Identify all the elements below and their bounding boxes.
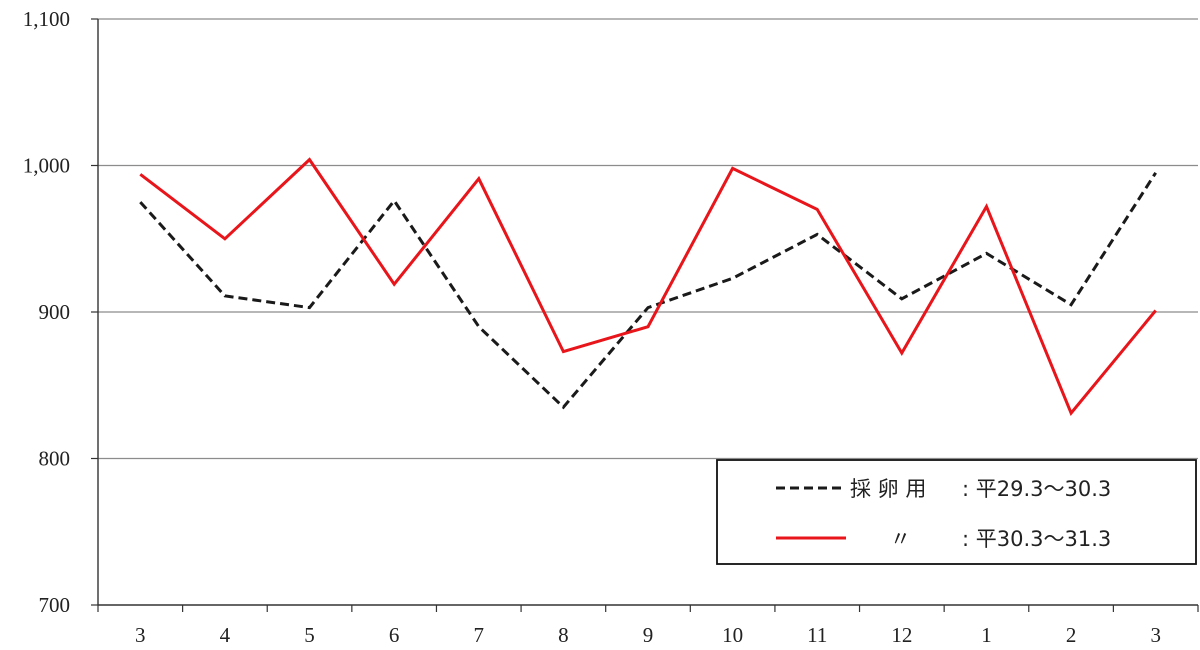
- x-tick-label: 10: [722, 623, 743, 647]
- series-line-solid: [139, 157, 1157, 416]
- y-tick-label: 900: [39, 300, 71, 324]
- series-line-dashed: [139, 171, 1157, 410]
- x-tick-label: 5: [304, 623, 315, 647]
- x-tick-label: 2: [1066, 623, 1077, 647]
- y-tick-label: 1,000: [23, 154, 70, 178]
- legend-period-series-2: : 平30.3〜31.3: [962, 527, 1111, 551]
- legend-label-ditto: 〃: [890, 527, 911, 551]
- legend-box: [716, 459, 1197, 565]
- y-tick-label: 1,100: [23, 7, 70, 31]
- y-tick-label: 800: [39, 447, 71, 471]
- legend: 採 卵 用 : 平29.3〜30.3 〃 : 平30.3〜31.3: [716, 459, 1197, 565]
- x-tick-label: 6: [389, 623, 400, 647]
- y-tick-label: 700: [39, 593, 71, 617]
- x-tick-label: 3: [1150, 623, 1161, 647]
- x-tick-label: 7: [474, 623, 485, 647]
- legend-period-series-1: : 平29.3〜30.3: [962, 477, 1111, 501]
- x-tick-label: 11: [807, 623, 827, 647]
- x-tick-label: 3: [135, 623, 146, 647]
- legend-label-egg-laying: 採 卵 用: [850, 477, 926, 501]
- gridlines: [98, 18, 1198, 460]
- x-tick-label: 4: [220, 623, 231, 647]
- x-tick-label: 1: [981, 623, 992, 647]
- x-tick-label: 12: [891, 623, 912, 647]
- x-tick-label: 9: [643, 623, 654, 647]
- x-tick-label: 8: [558, 623, 569, 647]
- series-lines: [139, 157, 1157, 416]
